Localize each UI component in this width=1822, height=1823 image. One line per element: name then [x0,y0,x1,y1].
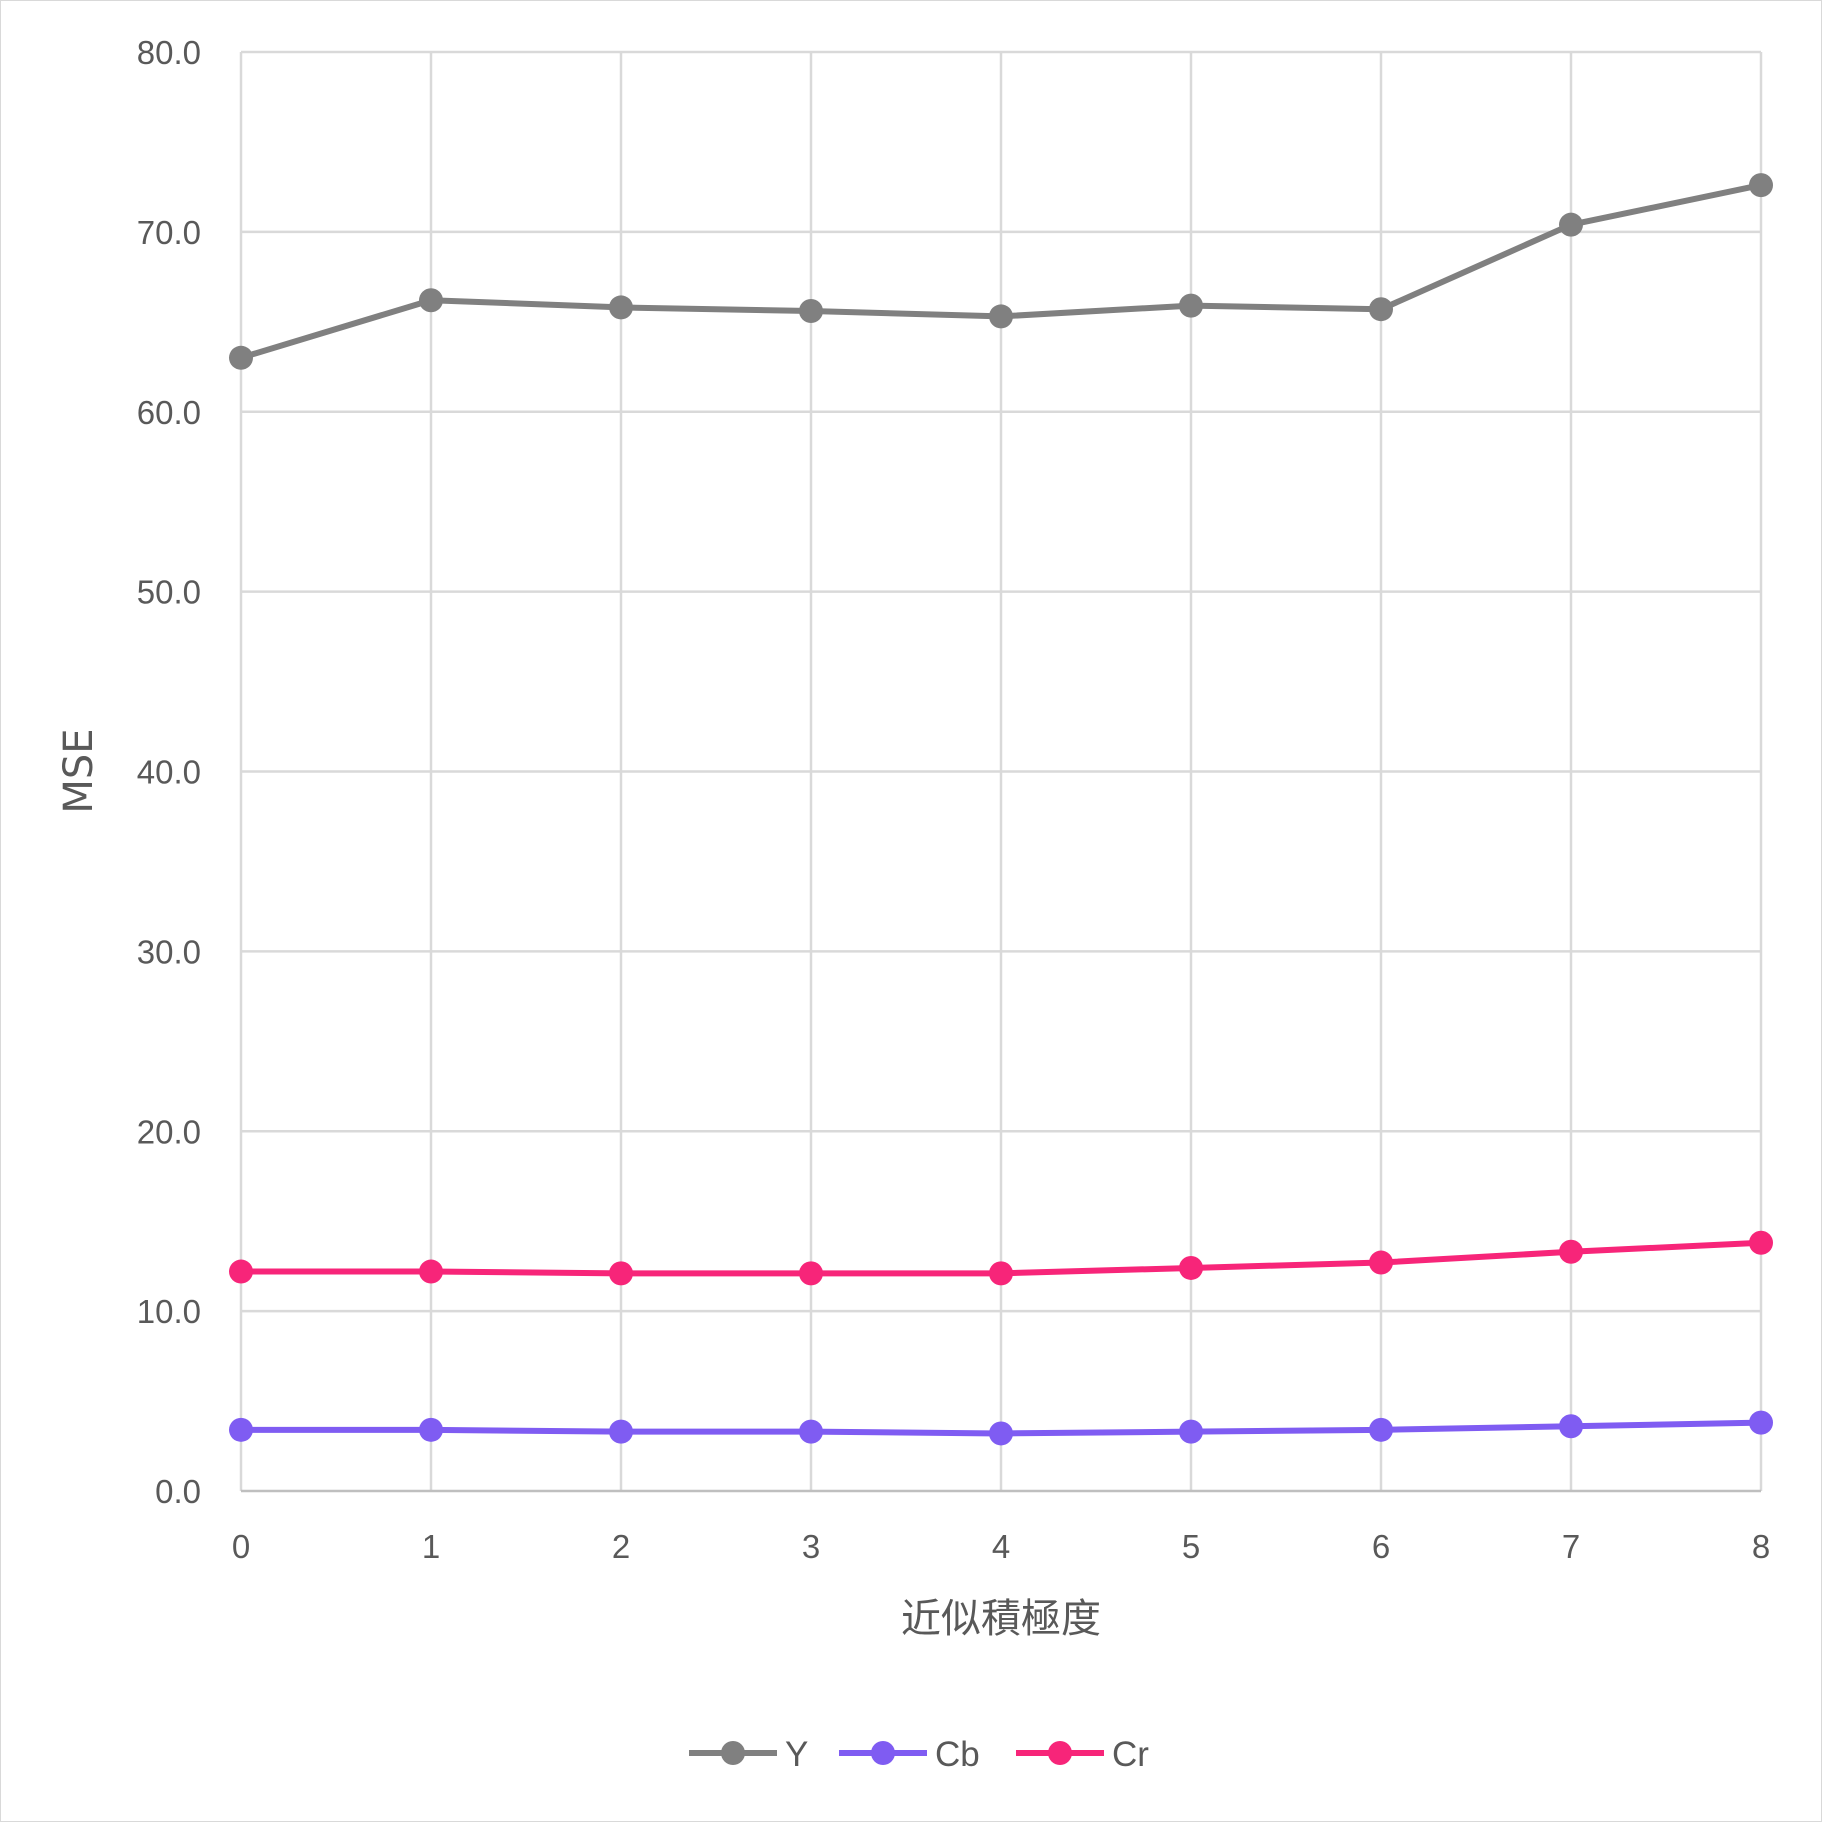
data-point-y [799,299,823,324]
data-point-cr [1749,1230,1773,1255]
x-tick-label: 1 [422,1528,440,1565]
data-point-cr [799,1261,823,1286]
data-point-y [1369,297,1393,322]
data-point-y [609,295,633,320]
data-point-cr [1369,1250,1393,1275]
x-tick-label: 4 [992,1528,1010,1565]
data-point-cb [1179,1419,1203,1444]
data-point-cb [799,1419,823,1444]
x-axis-title: 近似積極度 [901,1596,1101,1642]
data-point-cb [609,1419,633,1444]
x-tick-label: 5 [1182,1528,1200,1565]
tick-labels: 0.0 10.0 20.0 30.0 40.0 50.0 60.0 70.0 80.0 0 1 2 3 4… [137,34,1770,1565]
x-tick-label: 7 [1562,1528,1580,1565]
y-tick-label: 30.0 [137,933,201,970]
y-tick-label: 80.0 [137,34,201,71]
legend-label-y: Y [785,1735,808,1774]
data-point-cr [989,1261,1013,1286]
y-axis-title: MSE [56,728,102,813]
legend-label-cr: Cr [1112,1735,1149,1774]
data-point-cr [419,1259,443,1284]
gridlines [239,50,1763,1491]
series-lines [229,173,1773,1446]
y-tick-label: 70.0 [137,214,201,251]
y-tick-label: 50.0 [137,574,201,611]
y-tick-label: 40.0 [137,754,201,791]
legend: Y Cb Cr [689,1735,1149,1774]
data-point-cb [229,1417,253,1442]
data-point-y [1559,212,1583,237]
x-tick-label: 0 [232,1528,250,1565]
legend-marker-y [721,1741,745,1765]
y-tick-label: 10.0 [137,1293,201,1330]
data-point-cb [989,1421,1013,1446]
x-tick-label: 6 [1372,1528,1390,1565]
data-point-y [1179,293,1203,318]
data-point-cb [1369,1417,1393,1442]
data-point-y [419,288,443,313]
data-point-cr [1179,1255,1203,1280]
data-point-cb [419,1417,443,1442]
data-point-cr [229,1259,253,1284]
y-tick-label: 60.0 [137,394,201,431]
x-tick-label: 3 [802,1528,820,1565]
data-point-cr [1559,1239,1583,1264]
x-tick-label: 8 [1752,1528,1770,1565]
legend-marker-cr [1048,1741,1072,1765]
legend-marker-cb [871,1741,895,1765]
x-tick-label: 2 [612,1528,630,1565]
data-point-cb [1749,1410,1773,1435]
data-point-cr [609,1261,633,1286]
y-tick-label: 0.0 [155,1473,201,1510]
y-tick-label: 20.0 [137,1113,201,1150]
legend-label-cb: Cb [935,1735,980,1774]
data-point-y [1749,173,1773,198]
data-point-y [989,304,1013,329]
data-point-cb [1559,1414,1583,1439]
data-point-y [229,345,253,370]
